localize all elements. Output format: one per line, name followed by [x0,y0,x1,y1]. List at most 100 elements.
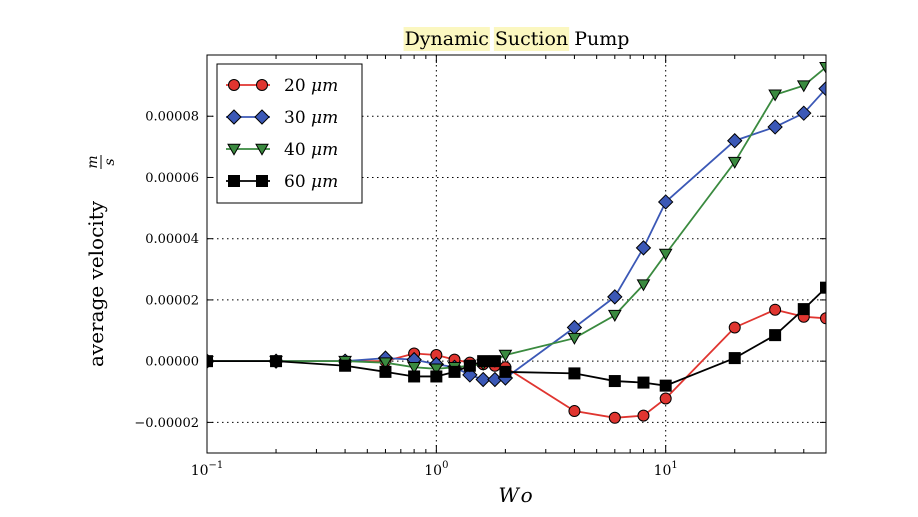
y-axis-label-rotated: average velocity m s [84,155,118,367]
marker-square [488,355,501,368]
legend-value: 20 [284,76,311,96]
x-tick-base: 10 [191,463,209,479]
marker-triangle-down [407,361,421,374]
legend-unit: μm [311,140,338,160]
legend-unit: μm [311,172,338,192]
x-axis-label-text: Wo [498,483,535,507]
marker-triangle-down [607,309,622,322]
chart-title-text: Dynamic Suction Pump [405,28,630,50]
marker-circle [228,79,240,91]
legend-label: 20 μm [284,76,338,96]
x-tick-label: 10−1 [191,460,224,479]
legend-box [216,63,363,204]
legend-item: 60 μm [226,172,338,192]
x-tick-exponent: 0 [442,460,448,471]
marker-circle [637,409,650,422]
legend-item: 40 μm [226,140,338,160]
marker-diamond [607,289,623,305]
marker-triangle-down [498,349,513,362]
marker-triangle-down [378,357,393,370]
marker-diamond [657,194,674,210]
y-tick-label: 0.00008 [145,110,199,125]
marker-triangle-down [796,80,811,93]
marker-diamond [767,119,783,135]
marker-circle [256,79,268,91]
y-tick-label: −0.00002 [134,416,199,431]
y-unit-denominator: s [102,158,118,165]
marker-square [499,365,512,378]
marker-square [637,376,650,389]
legend-label: 30 μm [284,108,338,128]
title-highlight [493,27,570,51]
series-layer [207,61,826,424]
marker-square [769,329,782,342]
marker-triangle-down [227,143,241,156]
marker-square [608,375,621,388]
x-tick-label: 100 [424,460,448,479]
marker-triangle-down [658,248,673,261]
marker-circle [769,303,782,316]
marker-square [207,355,213,368]
x-tick-base: 10 [424,463,442,479]
x-axis-label: Wo [498,483,535,507]
marker-diamond [475,371,491,388]
legend-item: 20 μm [226,76,338,96]
y-tick-label: 0.00002 [145,293,199,308]
marker-square [448,365,461,378]
series-60 [207,281,826,392]
marker-square [463,359,476,372]
marker-circle [608,411,621,424]
marker-triangle-down [819,61,826,74]
plot-frame [206,54,827,454]
legend-item: 30 μm [226,108,338,128]
y-tick-label: 0.00004 [145,232,199,247]
marker-square [228,175,240,187]
x-tick-exponent: 1 [671,460,677,471]
y-unit-numerator: m [85,155,101,168]
marker-square [408,370,421,383]
marker-square [379,365,392,378]
marker-circle [659,392,672,405]
legend-label: 60 μm [284,172,338,192]
title-highlight [403,27,490,51]
title-part-0: Dynamic [405,28,489,50]
legend-value: 40 [284,140,311,160]
y-axis-label-text: average velocity [84,200,108,367]
marker-triangle-down [768,89,782,102]
marker-diamond [635,240,652,256]
marker-square [568,367,581,380]
marker-square [728,352,741,365]
x-tick-label: 101 [654,460,678,479]
chart-title: Dynamic Suction Pump [403,27,630,51]
marker-triangle-down [429,363,444,376]
marker-circle [820,312,826,325]
x-tick-exponent: −1 [209,460,224,471]
marker-circle [728,321,741,334]
marker-square [797,303,810,316]
marker-square [270,355,283,368]
legend-unit: μm [311,108,338,128]
y-tick-label: 0.00006 [145,171,199,186]
axis-ticks: −0.00002 0.00000 0.00002 0.00004 0.00006 0.00… [134,55,826,479]
marker-triangle-down [255,143,269,156]
marker-square [256,175,268,187]
marker-diamond [254,109,270,125]
title-part-1: Suction [489,28,568,50]
marker-diamond [226,109,242,125]
legend-label: 40 μm [284,140,338,160]
marker-square [339,359,352,372]
legend-unit: μm [311,76,338,96]
marker-diamond [818,80,826,97]
marker-circle [568,405,581,418]
title-part-2: Pump [568,28,629,50]
marker-triangle-down [727,156,742,169]
x-tick-base: 10 [654,463,672,479]
legend-value: 30 [284,108,311,128]
marker-triangle-down [636,279,651,292]
marker-diamond [727,133,743,149]
marker-square [820,281,826,294]
marker-diamond [796,105,812,121]
marker-triangle-down [567,332,582,345]
